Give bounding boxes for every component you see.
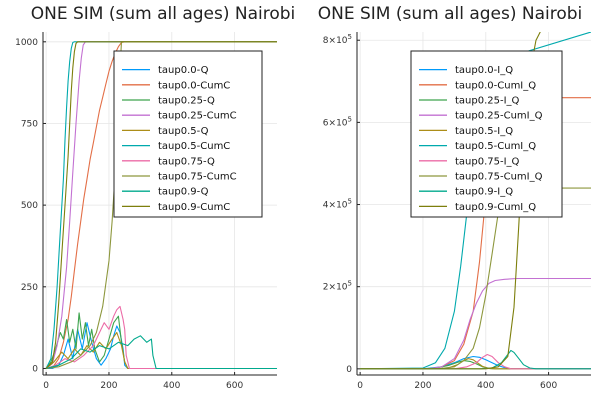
- right-legend-label: taup0.0-I_Q: [455, 65, 513, 76]
- right-y-tick-label: 6×105: [323, 115, 352, 128]
- right-y-tick-label: 2×105: [323, 280, 352, 293]
- right-panel: 0 200 400 600 0 2×105 4×105 6×105 8×105 ONE SIM (…: [318, 4, 591, 391]
- right-legend-label: taup0.5-I_Q: [455, 126, 513, 137]
- left-y-tick-label: 250: [21, 283, 38, 293]
- right-y-tick-label: 0: [346, 365, 352, 375]
- right-x-tick-label: 0: [357, 381, 363, 391]
- left-y-tick-label: 750: [21, 119, 38, 129]
- right-y-tick-label: 8×105: [323, 33, 352, 46]
- left-y-tick-label: 0: [32, 364, 38, 374]
- right-series-taup0.75-I_Q: [360, 353, 591, 370]
- left-y-tick-label: 500: [21, 201, 38, 211]
- left-legend: taup0.0-Q taup0.0-CumC taup0.25-Q taup0.25-…: [113, 50, 263, 218]
- right-legend-label: taup0.25-I_Q: [455, 96, 520, 107]
- right-legend-label: taup0.0-CumI_Q: [455, 80, 536, 91]
- right-legend: taup0.0-I_Q taup0.0-CumI_Q taup0.25-I_Qtau…: [410, 50, 563, 218]
- left-legend-label: taup0.25-Q: [158, 96, 215, 107]
- left-legend-label: taup0.9-Q: [158, 187, 209, 198]
- right-y-tick-label: 4×105: [323, 198, 352, 211]
- left-legend-label: taup0.5-Q: [158, 126, 209, 137]
- left-series-taup0.25-Q: [45, 312, 277, 370]
- left-y-tick-label: 1000: [15, 38, 38, 48]
- right-legend-label: taup0.25-CumI_Q: [455, 111, 543, 122]
- left-x-tick-label: 0: [43, 381, 49, 391]
- right-legend-label: taup0.75-I_Q: [455, 156, 520, 167]
- left-x-tick-label: 400: [163, 381, 180, 391]
- left-legend-label: taup0.25-CumC: [158, 111, 237, 122]
- left-x-tick-label: 200: [100, 381, 117, 391]
- left-x-tick-label: 600: [226, 381, 243, 391]
- right-x-tick-label: 400: [477, 381, 494, 391]
- right-x-tick-label: 200: [414, 381, 431, 391]
- left-series-taup0.9-CumC: [45, 41, 277, 369]
- right-legend-label: taup0.75-CumI_Q: [455, 172, 543, 183]
- left-legend-label: taup0.5-CumC: [158, 141, 230, 152]
- left-legend-box: [113, 50, 263, 218]
- left-legend-label: taup0.9-CumC: [158, 202, 230, 213]
- left-panel: 0 200 400 600 0 250 500 750 1000 ONE SIM (sum all…: [15, 4, 295, 391]
- right-series-taup0.9-I_Q: [360, 349, 591, 370]
- left-legend-label: taup0.75-CumC: [158, 172, 237, 183]
- right-chart-title: ONE SIM (sum all ages) Nairobi: [318, 4, 583, 24]
- left-series-taup0.75-Q: [45, 305, 277, 370]
- left-legend-label: taup0.0-Q: [158, 65, 209, 76]
- right-x-tick-label: 600: [540, 381, 557, 391]
- right-series-taup0.25-CumI_Q: [360, 277, 591, 370]
- left-series-group: [45, 41, 277, 370]
- left-legend-label: taup0.75-Q: [158, 156, 215, 167]
- left-chart-title: ONE SIM (sum all ages) Nairobi: [31, 4, 296, 24]
- left-series-taup0.25-CumC: [45, 41, 277, 369]
- right-legend-box: [410, 50, 563, 218]
- right-legend-label: taup0.9-CumI_Q: [455, 202, 536, 213]
- right-legend-label: taup0.5-CumI_Q: [455, 141, 536, 152]
- left-series-taup0.0-Q: [46, 322, 277, 370]
- left-series-taup0.5-Q: [45, 331, 277, 370]
- right-legend-label: taup0.9-I_Q: [455, 187, 513, 198]
- left-legend-label: taup0.0-CumC: [158, 80, 230, 91]
- left-series-taup0.9-Q: [45, 335, 277, 370]
- left-series-taup0.5-CumC: [45, 41, 277, 369]
